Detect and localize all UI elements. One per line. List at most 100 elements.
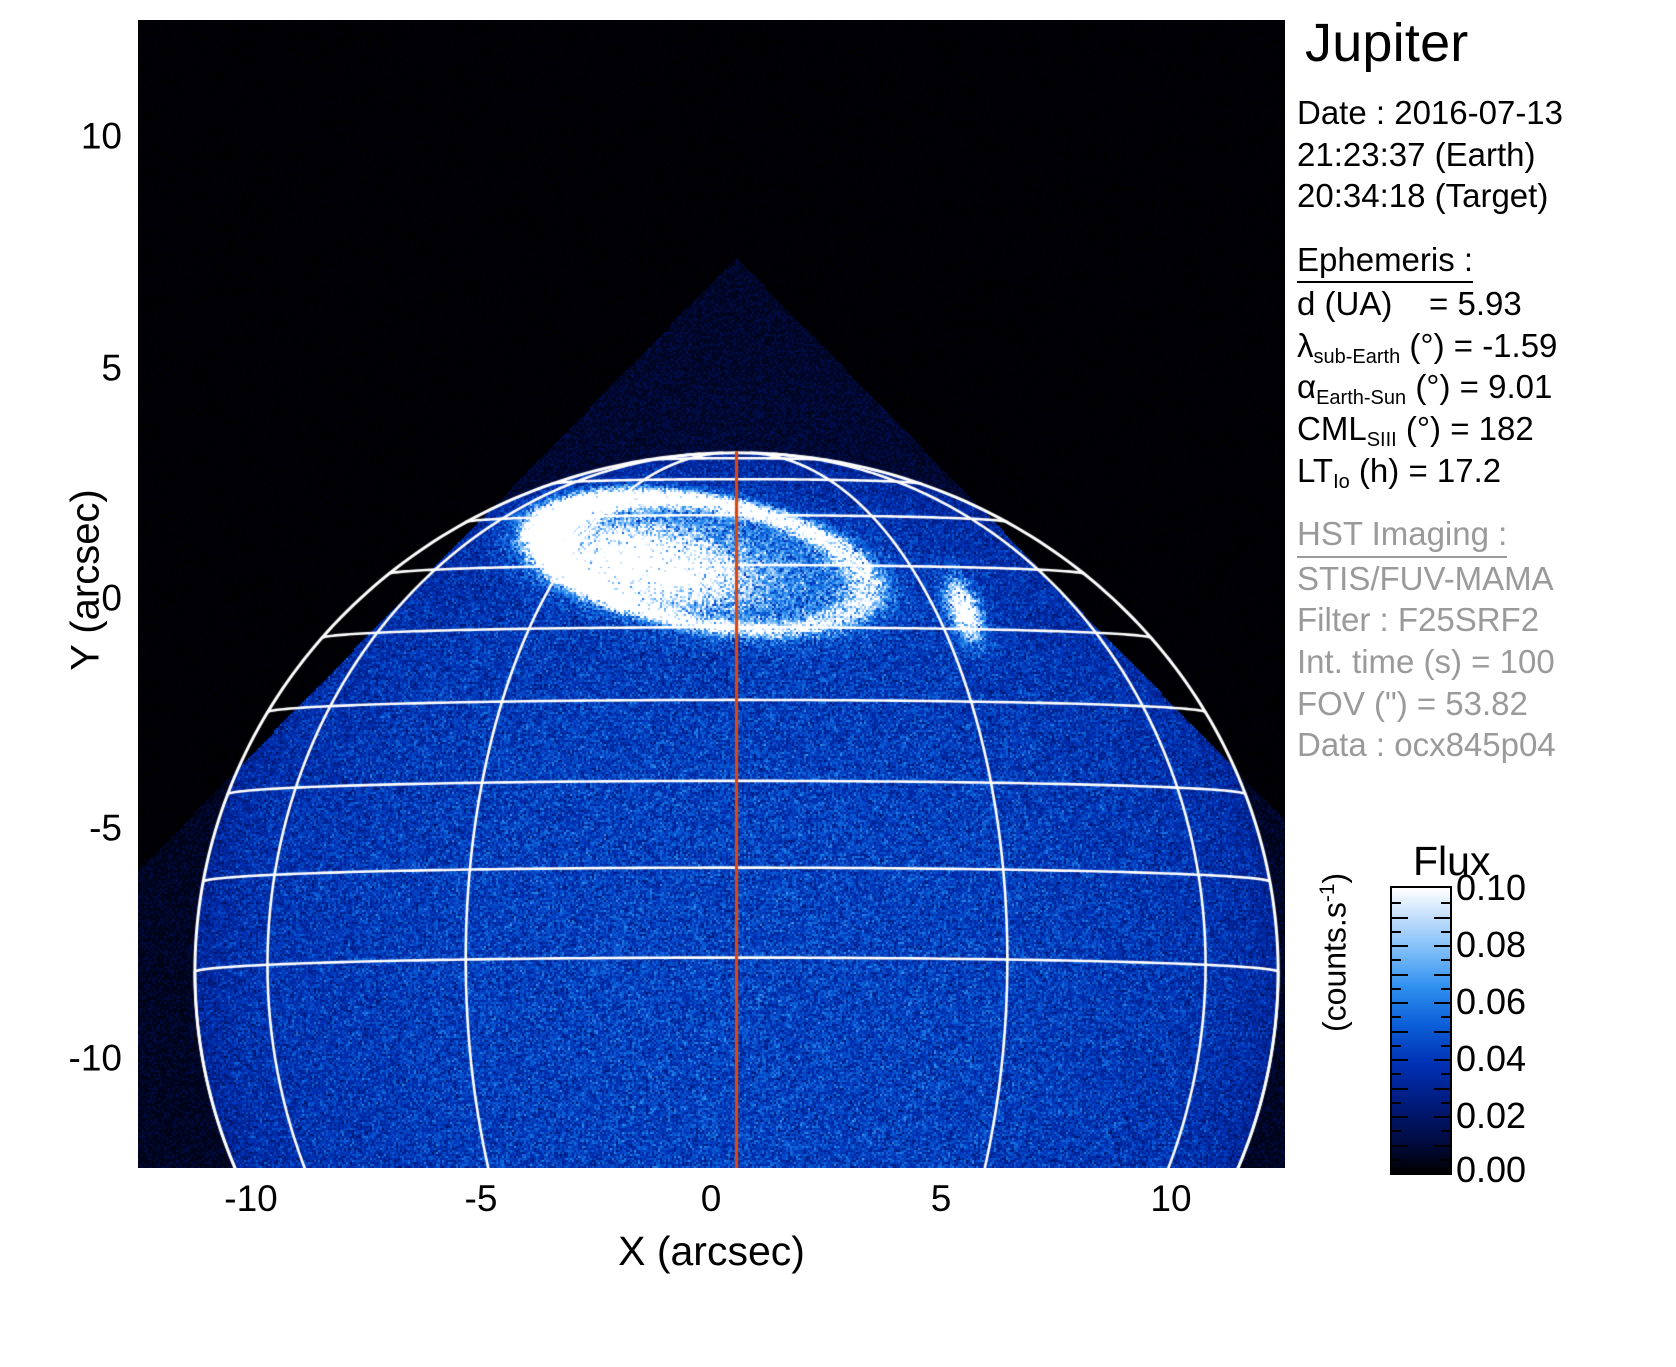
hst-header: HST Imaging :	[1297, 513, 1508, 558]
hst-filter: Filter : F25SRF2	[1297, 601, 1540, 639]
y-tick-label: -5	[89, 807, 122, 849]
flux-colorbar	[1390, 886, 1452, 1175]
colorbar-minor-tick	[1440, 959, 1450, 962]
y-tick-label: 5	[101, 347, 122, 389]
y-axis-label-wrap: Y (arcsec)	[0, 300, 107, 860]
colorbar-tick-label: 0.06	[1456, 981, 1527, 1022]
lt-value: = 17.2	[1408, 451, 1502, 489]
colorbar-minor-tick	[1392, 959, 1402, 962]
hst-imaging-block: HST Imaging : STIS/FUV-MAMA Filter : F25…	[1297, 513, 1676, 765]
colorbar-unit-label: (counts.s-1)	[1316, 872, 1353, 1032]
ephemeris-phase-angle: αEarth-Sun (°) = 9.01	[1297, 366, 1676, 410]
aurora-image-plot	[138, 20, 1285, 1168]
ephemeris-distance-label: d (UA)	[1297, 285, 1393, 323]
alpha-subscript: Earth-Sun	[1316, 387, 1407, 410]
colorbar-minor-tick	[1433, 1116, 1450, 1118]
colorbar-minor-tick	[1392, 1073, 1402, 1076]
colorbar-minor-tick	[1392, 916, 1409, 919]
ephemeris-header: Ephemeris :	[1297, 239, 1474, 284]
ephemeris-io-local-time: LTIo (h) = 17.2	[1297, 450, 1676, 493]
colorbar-tick-label: 0.04	[1456, 1038, 1527, 1079]
x-tick-label: -5	[464, 1178, 498, 1219]
colorbar-minor-tick	[1440, 987, 1450, 990]
colorbar-minor-tick	[1392, 987, 1402, 990]
colorbar-minor-tick	[1392, 1101, 1402, 1104]
ephemeris-distance: d (UA) = 5.93	[1297, 283, 1676, 325]
colorbar-minor-tick	[1392, 973, 1409, 976]
colorbar-minor-tick	[1440, 902, 1450, 905]
y-tick-label: 10	[80, 115, 122, 157]
ephemeris-cml: CMLSIII (°) = 182	[1297, 408, 1676, 452]
colorbar-minor-tick	[1440, 1044, 1450, 1047]
colorbar-minor-tick	[1392, 1158, 1402, 1161]
cml-unit: (°)	[1405, 410, 1442, 448]
ephemeris-sub-earth-latitude: λsub-Earth (°) = -1.59	[1297, 325, 1676, 368]
colorbar-minor-tick	[1440, 1130, 1450, 1133]
lt-unit: (h)	[1358, 451, 1400, 489]
colorbar-minor-tick	[1433, 1002, 1450, 1004]
colorbar-minor-tick	[1392, 1030, 1409, 1033]
colorbar-minor-tick	[1440, 1073, 1450, 1076]
alpha-symbol: α	[1297, 368, 1317, 406]
x-tick-label: -10	[224, 1178, 278, 1219]
x-tick-label: 5	[930, 1178, 952, 1219]
colorbar-minor-tick	[1392, 1002, 1409, 1004]
colorbar-minor-tick	[1392, 945, 1409, 947]
x-tick-label: 0	[700, 1178, 722, 1219]
colorbar-tick-label: 0.08	[1456, 924, 1527, 965]
observation-time-target: 20:34:18 (Target)	[1297, 177, 1549, 215]
lambda-value: = -1.59	[1453, 326, 1558, 364]
colorbar-minor-tick	[1440, 1158, 1450, 1161]
observation-block: Date : 2016-07-13 21:23:37 (Earth) 20:34…	[1297, 92, 1676, 217]
x-tick-label: 10	[1150, 1178, 1192, 1219]
colorbar-title: Flux	[1413, 838, 1491, 884]
y-axis-label: Y (arcsec)	[63, 489, 108, 671]
page-title: Jupiter	[1305, 13, 1469, 73]
colorbar-minor-tick	[1392, 1116, 1409, 1118]
alpha-value: = 9.01	[1459, 368, 1553, 406]
colorbar-minor-tick	[1440, 1101, 1450, 1104]
ephemeris-block: Ephemeris : d (UA) = 5.93 λsub-Earth (°)…	[1297, 239, 1676, 493]
y-tick-label: 0	[101, 577, 122, 619]
colorbar-minor-tick	[1433, 1087, 1450, 1090]
info-panel: Jupiter Date : 2016-07-13 21:23:37 (Eart…	[1297, 0, 1676, 766]
cml-label: CML	[1297, 410, 1367, 448]
lambda-unit: (°)	[1409, 326, 1445, 364]
colorbar-minor-tick	[1433, 1030, 1450, 1033]
colorbar-tick-label: 0.00	[1456, 1149, 1527, 1190]
colorbar-minor-tick	[1392, 1087, 1409, 1090]
y-tick-label: -10	[68, 1037, 122, 1079]
colorbar-minor-tick	[1433, 916, 1450, 919]
colorbar-minor-tick	[1392, 930, 1402, 933]
jupiter-fuv-image	[138, 20, 1285, 1168]
colorbar-minor-tick	[1433, 973, 1450, 976]
ephemeris-distance-value: = 5.93	[1429, 285, 1522, 323]
hst-instrument: STIS/FUV-MAMA	[1297, 559, 1554, 597]
colorbar-minor-tick	[1392, 1016, 1402, 1019]
colorbar-tick-label: 0.10	[1456, 867, 1527, 908]
alpha-unit: (°)	[1415, 368, 1451, 406]
observation-time-earth: 21:23:37 (Earth)	[1297, 135, 1536, 173]
hst-field-of-view: FOV (") = 53.82	[1297, 684, 1528, 722]
colorbar-minor-tick	[1440, 1016, 1450, 1019]
x-axis-label: X (arcsec)	[618, 1228, 805, 1274]
lambda-subscript: sub-Earth	[1313, 345, 1401, 368]
cml-subscript: SIII	[1366, 429, 1397, 452]
colorbar-minor-tick	[1433, 945, 1450, 947]
lambda-symbol: λ	[1297, 326, 1314, 364]
colorbar-minor-tick	[1433, 1144, 1450, 1147]
hst-data-id: Data : ocx845p04	[1297, 726, 1556, 764]
colorbar-minor-tick	[1392, 1130, 1402, 1133]
hst-integration-time: Int. time (s) = 100	[1297, 642, 1555, 680]
observation-date: Date : 2016-07-13	[1297, 94, 1564, 131]
colorbar-minor-tick	[1440, 930, 1450, 933]
colorbar-minor-tick	[1392, 902, 1402, 905]
colorbar-minor-tick	[1433, 1059, 1450, 1061]
colorbar-tick-label: 0.02	[1456, 1095, 1527, 1136]
cml-value: = 182	[1450, 410, 1534, 448]
lt-label: LT	[1297, 451, 1334, 489]
lt-subscript: Io	[1333, 470, 1350, 493]
colorbar-minor-tick	[1392, 1044, 1402, 1047]
colorbar-minor-tick	[1392, 1059, 1409, 1061]
colorbar-minor-tick	[1392, 1144, 1409, 1147]
